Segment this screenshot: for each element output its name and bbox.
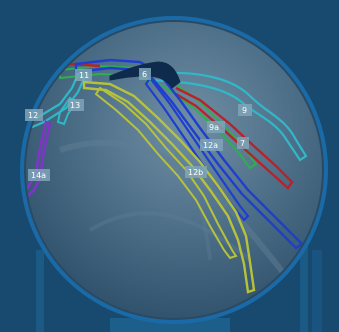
segment-label-12[interactable]: 12 <box>25 109 43 121</box>
svg-text:12b: 12b <box>188 168 203 177</box>
segment-label-12a[interactable]: 12a <box>200 139 223 151</box>
svg-text:9: 9 <box>242 106 247 115</box>
vessel-blue-branch <box>144 76 250 222</box>
svg-text:12: 12 <box>28 111 38 120</box>
segment-label-11[interactable]: 11 <box>75 69 92 81</box>
segment-label-13[interactable]: 13 <box>68 99 84 111</box>
svg-text:7: 7 <box>240 139 245 148</box>
svg-text:9a: 9a <box>209 123 219 132</box>
xray-image <box>26 22 322 318</box>
segment-label-9a[interactable]: 9a <box>207 121 225 133</box>
vessel-cyan-upper <box>148 71 308 162</box>
vessel-purple <box>26 120 52 203</box>
stand-post-right-2 <box>312 250 322 332</box>
svg-text:12a: 12a <box>203 141 218 150</box>
stand-post-left <box>36 250 44 332</box>
vessel-yellow-branch <box>94 86 238 260</box>
svg-text:6: 6 <box>142 70 147 79</box>
segment-label-14a[interactable]: 14a <box>28 169 50 181</box>
stand-post-right <box>300 240 308 332</box>
svg-text:13: 13 <box>70 101 80 110</box>
segment-label-9[interactable]: 9 <box>238 104 252 116</box>
vessel-yellow <box>82 80 256 294</box>
segment-labels: 11 6 12 13 9 9a <box>25 68 252 181</box>
svg-text:14a: 14a <box>31 171 46 180</box>
segment-label-12b[interactable]: 12b <box>185 166 207 178</box>
svg-text:11: 11 <box>79 71 89 80</box>
segment-label-6[interactable]: 6 <box>139 68 151 80</box>
segment-label-7[interactable]: 7 <box>237 137 249 149</box>
